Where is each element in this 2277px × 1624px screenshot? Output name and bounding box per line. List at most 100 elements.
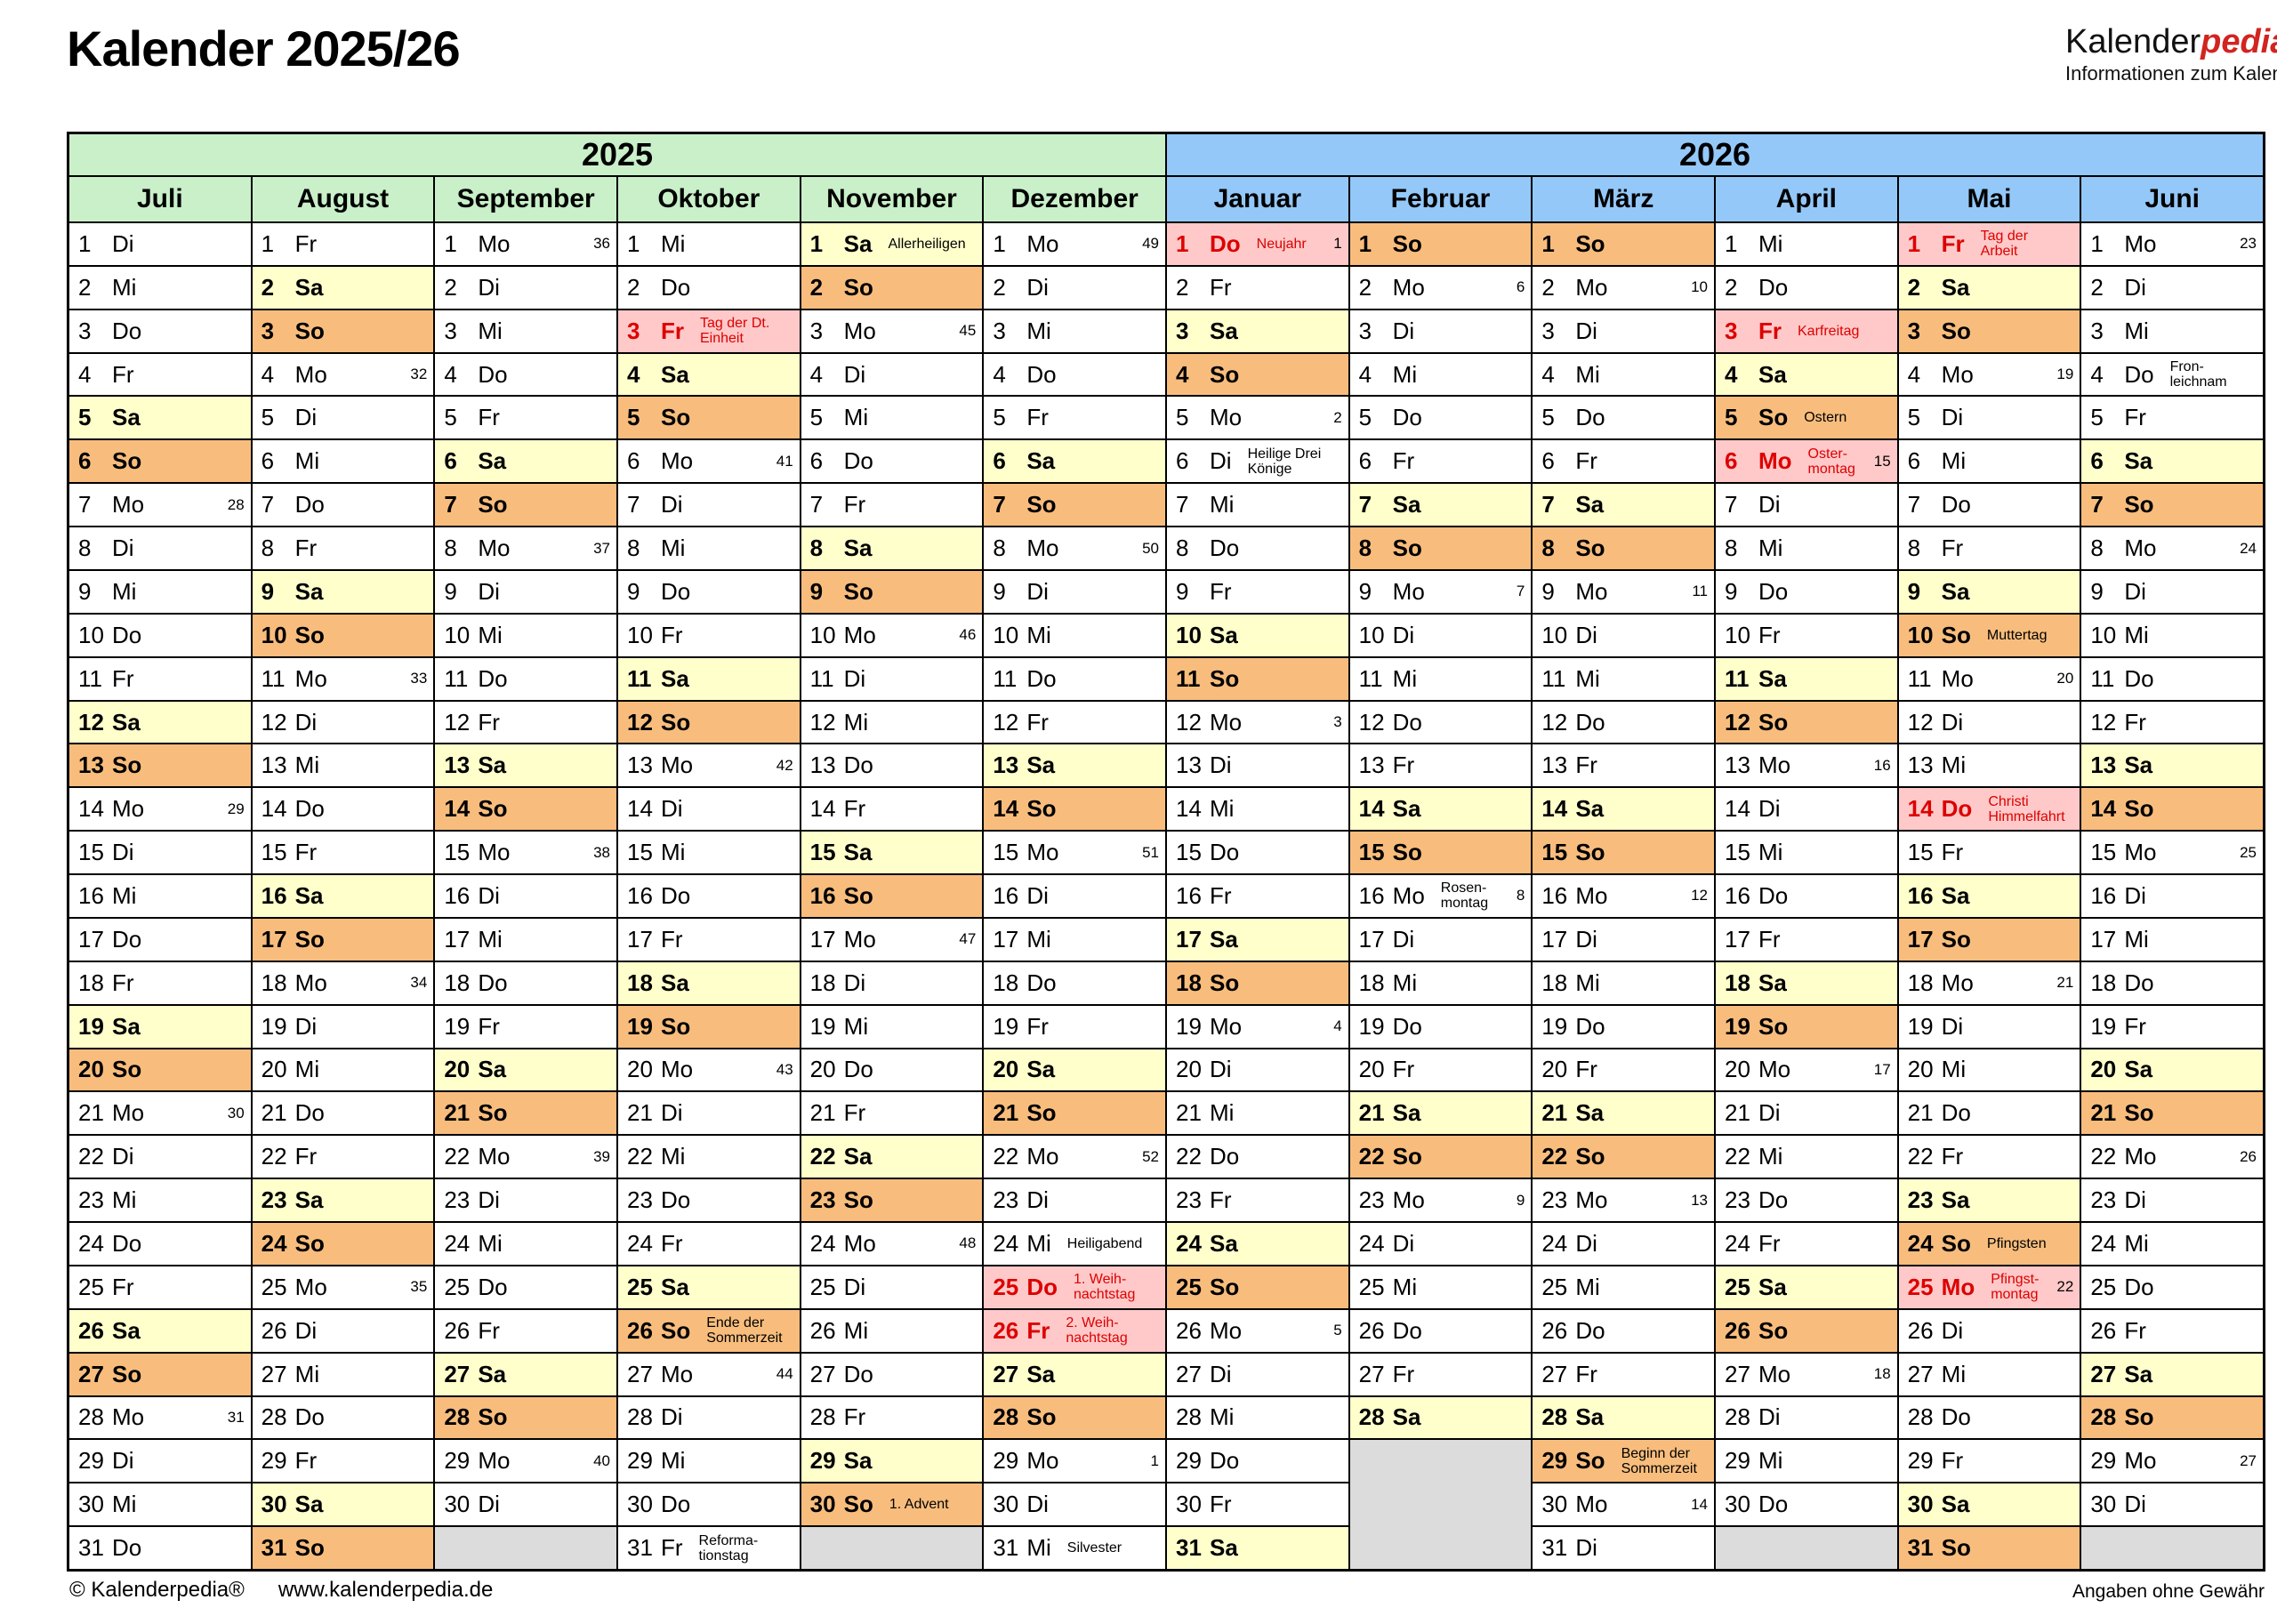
day-number: 16 [1725,881,1750,909]
day-number: 5 [1358,404,1372,431]
day-number: 26 [261,1316,287,1344]
weekday-abbrev: Sa [1941,577,1970,605]
day-cell-november-24: 24 Mo 48 [801,1223,983,1265]
day-number: 28 [1541,1403,1568,1431]
day-cell-mai-24: 24 So Pfingsten [1898,1223,2080,1265]
day-number: 29 [2090,1447,2117,1475]
day-number: 24 [1176,1229,1202,1257]
day-cell-november-18: 18 Di [801,961,983,1004]
day-number: 12 [627,708,653,736]
day-cell-juli-2: 2 Mi [69,266,251,309]
day-cell-oktober-9: 9 Do [618,570,800,613]
day-number: 3 [1725,317,1738,344]
weekday-abbrev: Di [1210,447,1232,475]
day-number: 11 [809,664,834,692]
weekday-abbrev: Sa [2124,752,2153,779]
weekday-abbrev: Fr [1210,577,1232,605]
day-cell-oktober-22: 22 Mi [618,1136,800,1178]
weekday-abbrev: Mo [1392,273,1425,301]
weekday-abbrev: Mo [2124,229,2157,257]
day-number: 12 [444,708,471,736]
day-number: 14 [1907,795,1934,823]
day-number: 28 [444,1403,471,1431]
day-number: 5 [809,404,824,431]
month-header-september: September [435,177,616,221]
weekday-abbrev: Mo [661,1360,694,1387]
weekday-abbrev: So [1941,621,1971,648]
day-cell-august-10: 10 So [252,614,434,656]
week-number: 38 [593,843,610,861]
day-cell-juli-19: 19 Sa [69,1005,251,1048]
day-cell-dezember-15: 15 Mo 51 [984,832,1165,874]
weekday-abbrev: Do [1758,881,1789,909]
day-number: 27 [78,1360,104,1387]
day-cell-juni-20: 20 Sa [2081,1049,2263,1091]
weekday-abbrev: Sa [112,404,141,431]
weekday-abbrev: Mi [294,1056,320,1083]
day-number: 9 [627,577,640,605]
day-cell-juli-17: 17 Do [69,918,251,961]
weekday-abbrev: Di [1758,491,1781,519]
weekday-abbrev: Do [1758,1491,1789,1518]
day-cell-september-14: 14 So [435,788,616,831]
day-number: 15 [444,839,471,866]
weekday-abbrev: Di [478,273,500,301]
weekday-abbrev: Mo [1026,1143,1059,1170]
day-cell-mai-20: 20 Mi [1898,1049,2080,1091]
day-number: 1 [2090,229,2104,257]
day-cell-september-18: 18 Do [435,961,616,1004]
month-header-juni: Juni [2081,177,2263,221]
day-cell-mai-5: 5 Di [1898,397,2080,439]
weekday-abbrev: Mo [1575,1186,1608,1214]
day-cell-märz-17: 17 Di [1533,918,1714,961]
weekday-abbrev: Fr [661,317,684,344]
day-number: 25 [1907,1273,1934,1300]
day-number: 30 [1907,1491,1934,1518]
day-number: 15 [261,839,287,866]
day-cell-september-9: 9 Di [435,570,616,613]
weekday-abbrev: Sa [661,664,689,692]
weekday-abbrev: So [1941,317,1971,344]
day-cell-juli-8: 8 Di [69,527,251,569]
weekday-abbrev: Do [2124,1273,2154,1300]
day-cell-januar-5: 5 Mo 2 [1167,397,1348,439]
day-number: 4 [1541,360,1555,388]
day-number: 22 [1358,1143,1385,1170]
weekday-abbrev: Mo [294,664,327,692]
weekday-abbrev: Mi [2124,925,2149,953]
weekday-abbrev: Fr [112,664,134,692]
weekday-abbrev: Mi [112,577,137,605]
day-number: 20 [1176,1056,1202,1083]
weekday-abbrev: Sa [1941,881,1970,909]
day-cell-november-17: 17 Mo 47 [801,918,983,961]
week-number: 5 [1333,1322,1342,1339]
day-cell-april-26: 26 So [1716,1309,1897,1352]
week-number: 40 [593,1451,610,1469]
day-cell-mai-8: 8 Fr [1898,527,2080,569]
day-cell-juli-29: 29 Di [69,1440,251,1483]
day-number: 29 [444,1447,471,1475]
week-number: 4 [1333,1017,1342,1035]
day-cell-mai-25: 25 Mo Pfingst- montag 22 [1898,1266,2080,1308]
weekday-abbrev: Di [1941,404,1964,431]
day-cell-märz-5: 5 Do [1533,397,1714,439]
week-number: 37 [593,539,610,557]
day-number: 3 [444,317,457,344]
weekday-abbrev: Mo [2124,1143,2157,1170]
day-number: 3 [627,317,640,344]
day-number: 14 [444,795,471,823]
day-number: 16 [809,881,836,909]
day-number: 17 [1725,925,1750,953]
day-cell-august-25: 25 Mo 35 [252,1266,434,1308]
day-cell-oktober-24: 24 Fr [618,1223,800,1265]
day-number: 26 [809,1316,836,1344]
weekday-abbrev: Sa [1941,1186,1970,1214]
weekday-abbrev: Do [661,881,691,909]
day-cell-september-17: 17 Mi [435,918,616,961]
day-number: 5 [627,404,640,431]
weekday-abbrev: Mi [294,1360,320,1387]
weekday-abbrev: Di [112,1447,134,1475]
weekday-abbrev: Di [1758,1403,1781,1431]
weekday-abbrev: So [1575,535,1605,562]
